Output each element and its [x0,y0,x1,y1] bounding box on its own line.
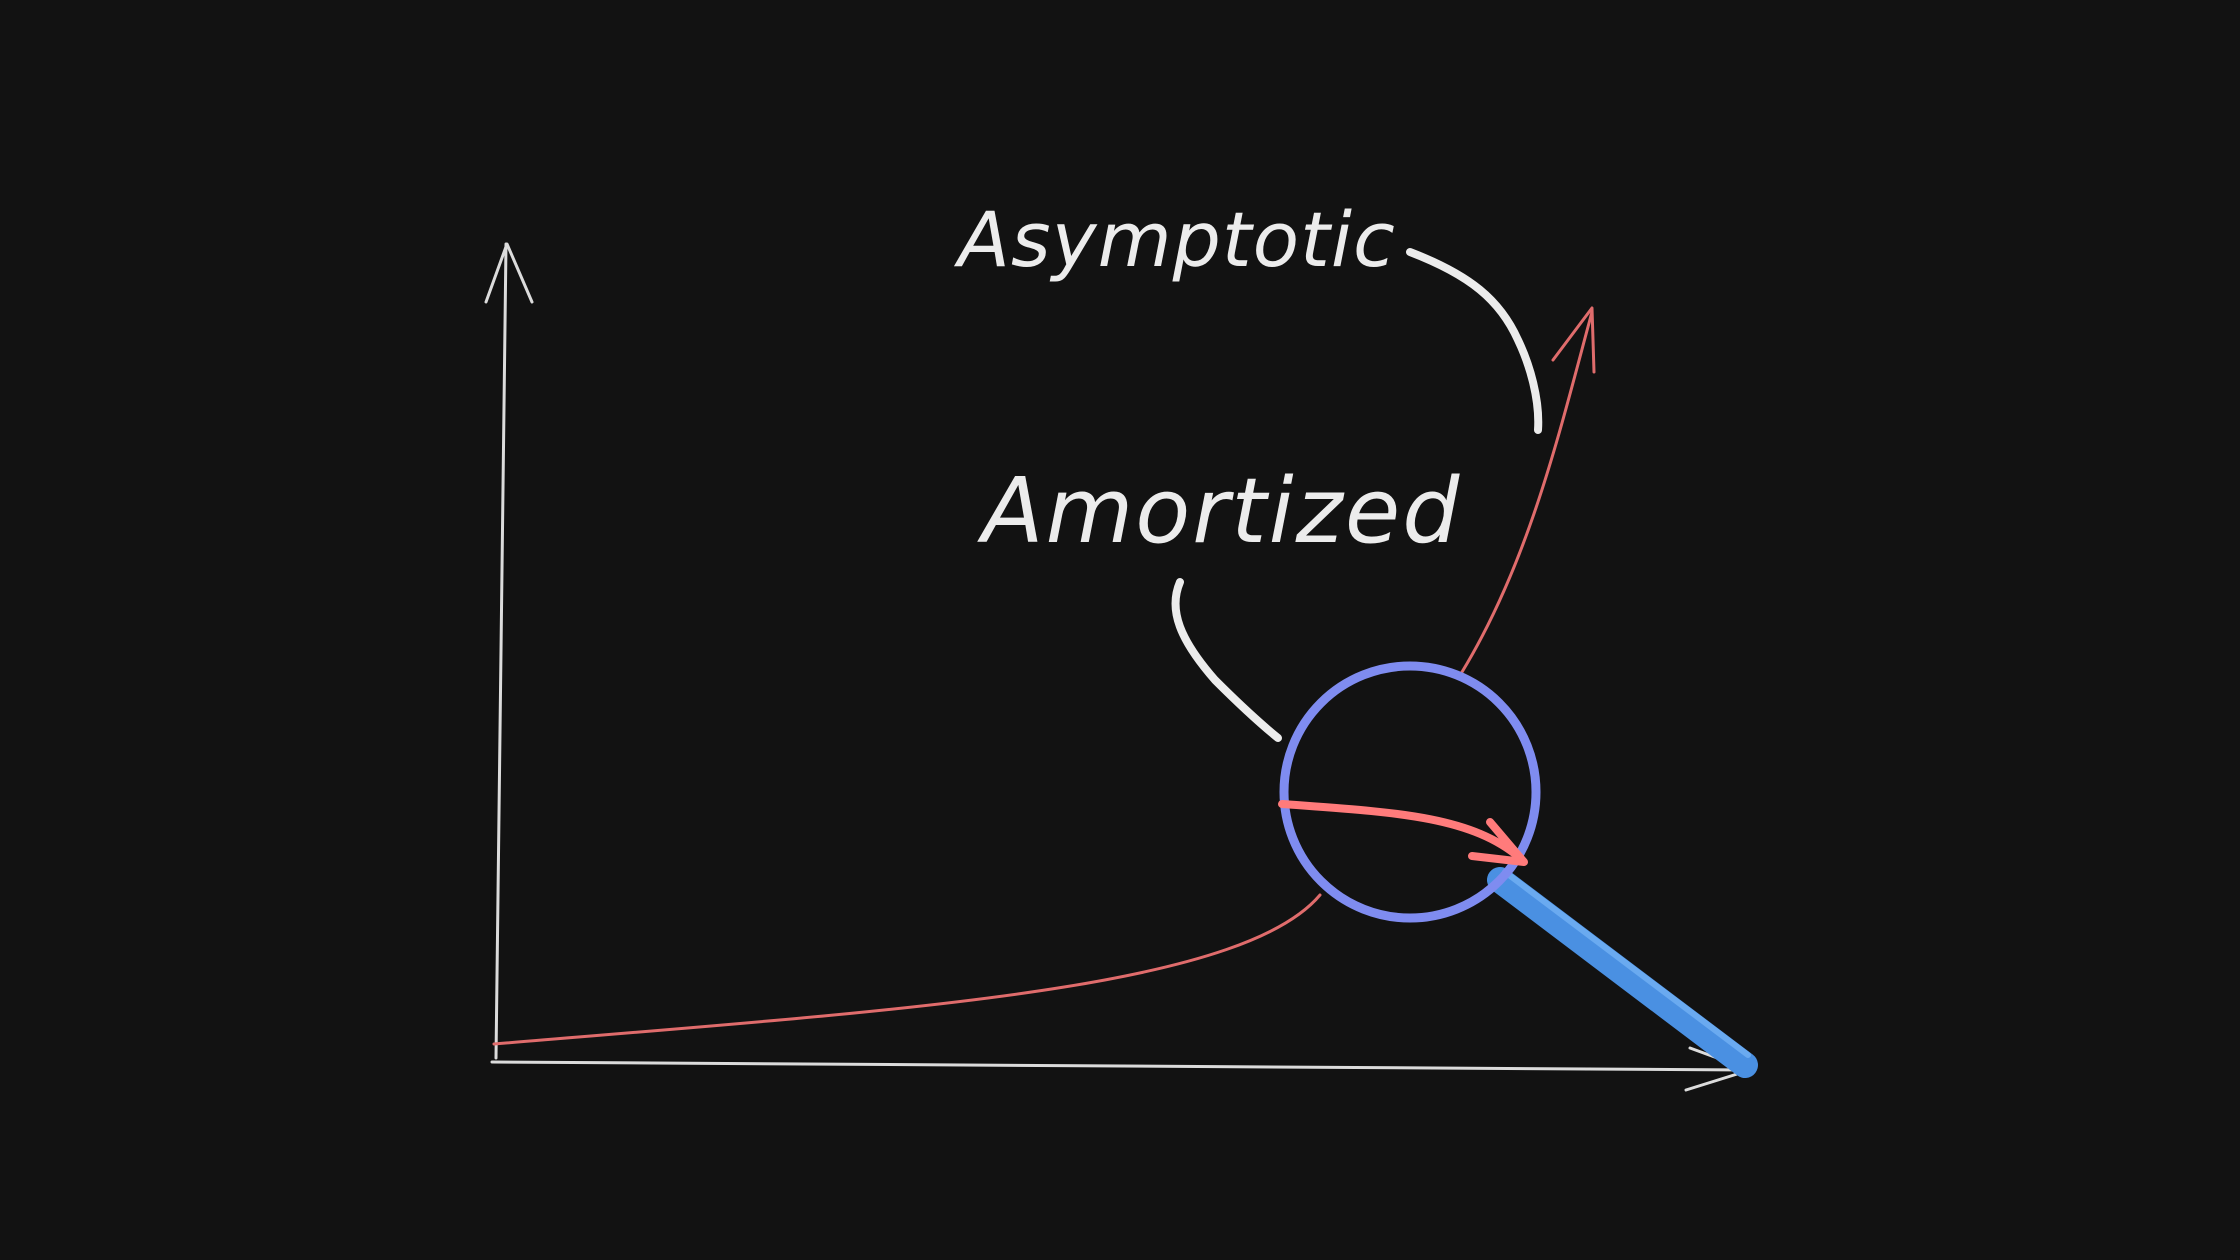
lens-handle [1487,867,1758,1078]
zoomed-curve-arrow [1278,800,1524,862]
lens-handle-highlight [1502,869,1751,1058]
growth-curve-line-upper [1460,310,1594,674]
amortized-callout-line [1171,578,1282,742]
growth-curve [492,306,1596,1046]
y-axis-arrowhead [484,242,534,304]
x-axis-line [490,1060,1750,1072]
growth-curve-line [492,893,1322,1046]
lens-ring [1279,661,1541,923]
x-axis [490,1046,1752,1092]
asymptotic-label: Asymptotic [953,195,1396,284]
callouts [1171,248,1543,742]
y-axis [484,242,534,1060]
growth-curve-arrowhead [1551,306,1596,374]
y-axis-line [494,242,508,1060]
amortized-label: Amortized [977,459,1461,564]
magnifying-glass-icon [1278,661,1758,1078]
zoomed-curve-arrowhead [1468,818,1528,866]
asymptotic-callout-line [1406,248,1543,434]
